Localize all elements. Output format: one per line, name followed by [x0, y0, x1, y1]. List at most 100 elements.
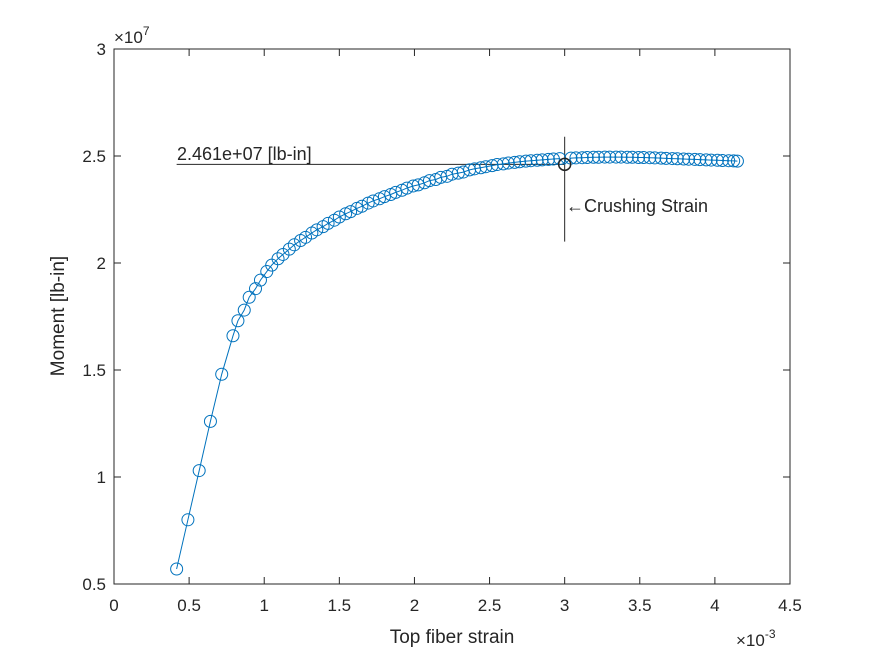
x-tick-label: 0.5	[177, 596, 201, 615]
y-exponent-base: ×10	[114, 28, 143, 47]
data-point	[203, 414, 217, 428]
data-point	[699, 153, 713, 167]
data-point	[575, 151, 589, 165]
x-tick-label: 3.5	[628, 596, 652, 615]
data-point	[287, 238, 301, 252]
x-exponent-base: ×10	[736, 631, 765, 650]
data-point	[609, 150, 623, 164]
data-point	[242, 290, 256, 304]
moment-annotation: 2.461e+07 [lb-in]	[177, 144, 312, 164]
data-point	[377, 190, 391, 204]
data-point	[332, 210, 346, 224]
data-point	[192, 464, 206, 478]
data-point	[654, 151, 668, 165]
data-point	[496, 157, 510, 171]
axes-box	[113, 48, 791, 585]
data-point	[355, 199, 369, 213]
data-point	[682, 152, 696, 166]
data-point	[693, 153, 707, 167]
data-point	[260, 265, 274, 279]
y-tick-label: 2.5	[82, 147, 106, 166]
data-point	[282, 242, 296, 256]
data-point	[643, 151, 657, 165]
data-point	[411, 178, 425, 192]
x-axis-ticks: 0 0.5 1 1.5 2 2.5 3 3.5 4 4.5	[109, 49, 802, 615]
x-tick-label: 4.5	[778, 596, 802, 615]
x-tick-label: 4	[710, 596, 719, 615]
x-tick-label: 3	[560, 596, 569, 615]
highlight-group	[557, 157, 572, 172]
y-tick-label: 3	[97, 40, 106, 59]
x-axis-label: Top fiber strain	[390, 627, 515, 648]
data-point	[580, 150, 594, 164]
data-point	[253, 273, 267, 287]
data-point	[710, 153, 724, 167]
data-point	[344, 205, 358, 219]
data-point	[688, 152, 702, 166]
x-exponent-power: -3	[765, 627, 776, 641]
y-tick-label: 0.5	[82, 575, 106, 594]
y-exponent-power: 7	[143, 24, 150, 38]
data-point	[632, 150, 646, 164]
data-point	[598, 150, 612, 164]
data-point	[677, 152, 691, 166]
data-point	[704, 153, 718, 167]
data-point	[271, 252, 285, 266]
data-point	[310, 223, 324, 237]
data-point	[519, 154, 533, 168]
data-point	[170, 562, 184, 576]
x-tick-label: 2.5	[478, 596, 502, 615]
x-tick-label: 1.5	[328, 596, 352, 615]
plot-area	[114, 49, 790, 584]
data-point	[722, 154, 736, 168]
series-line	[176, 156, 738, 570]
y-axis-label: Moment [lb-in]	[48, 256, 69, 376]
data-point	[524, 154, 538, 168]
data-point	[321, 216, 335, 230]
y-axis-ticks: 0.5 1 1.5 2 2.5 3	[82, 40, 790, 594]
data-point	[625, 150, 639, 164]
data-point	[181, 513, 195, 527]
data-point	[508, 155, 522, 169]
data-point	[226, 329, 240, 343]
x-tick-label: 1	[259, 596, 268, 615]
data-point	[665, 152, 679, 166]
data-point	[659, 151, 673, 165]
data-point	[389, 185, 403, 199]
data-point	[670, 152, 684, 166]
data-point	[215, 367, 229, 381]
data-point	[648, 151, 662, 165]
y-exponent: ×107	[114, 24, 150, 47]
crushing-strain-point	[557, 157, 572, 172]
data-point	[603, 150, 617, 164]
data-point	[366, 194, 380, 208]
data-point	[715, 153, 729, 167]
data-point	[614, 150, 628, 164]
svg-text:×107: ×107	[114, 24, 150, 47]
svg-text:×10-3: ×10-3	[736, 627, 776, 650]
series-line-group	[176, 156, 738, 570]
data-point	[299, 230, 313, 244]
data-point	[569, 151, 583, 165]
x-tick-label: 0	[109, 596, 118, 615]
crushing-strain-annotation: ←Crushing Strain	[566, 196, 708, 216]
data-point	[490, 158, 504, 172]
y-tick-label: 1	[97, 468, 106, 487]
data-point	[530, 153, 544, 167]
data-point	[730, 154, 744, 168]
data-point	[541, 152, 555, 166]
crushing-strain-label: Crushing Strain	[584, 196, 708, 216]
data-point	[237, 303, 251, 317]
data-point	[637, 150, 651, 164]
data-point	[587, 150, 601, 164]
data-point	[513, 155, 527, 169]
y-tick-label: 1.5	[82, 361, 106, 380]
x-exponent: ×10-3	[736, 627, 776, 650]
data-point	[727, 154, 741, 168]
series-markers	[170, 150, 744, 576]
data-point	[591, 150, 605, 164]
data-point	[620, 150, 634, 164]
y-tick-label: 2	[97, 254, 106, 273]
